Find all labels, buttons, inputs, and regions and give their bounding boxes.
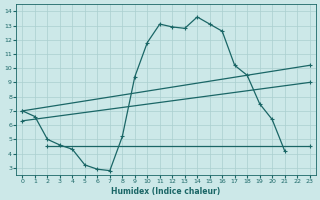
X-axis label: Humidex (Indice chaleur): Humidex (Indice chaleur) — [111, 187, 221, 196]
